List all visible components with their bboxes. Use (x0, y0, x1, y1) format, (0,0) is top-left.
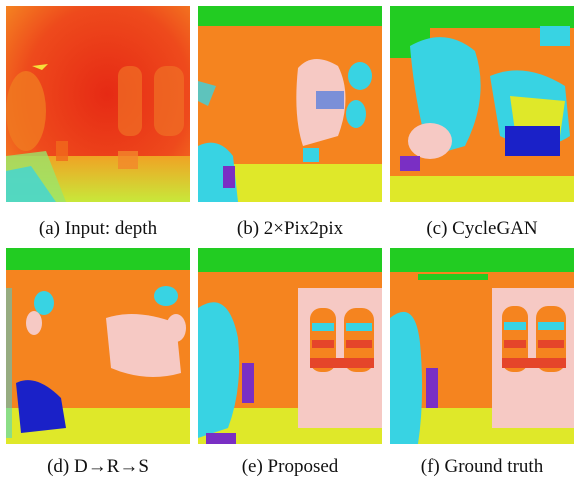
panel-f-ground-truth (390, 248, 574, 444)
panel-d-d-r-s (6, 248, 190, 444)
segmentation-image (6, 248, 190, 444)
segmentation-image (390, 248, 574, 444)
panel-c-cyclegan (390, 6, 574, 202)
segmentation-image (198, 248, 382, 444)
panel-e-proposed (198, 248, 382, 444)
panel-a-input-depth (6, 6, 190, 202)
depth-map-image (6, 6, 190, 202)
segmentation-image (198, 6, 382, 202)
segmentation-image (390, 6, 574, 202)
caption-e: (e) Proposed (241, 456, 339, 477)
caption-a: (a) Input: depth (38, 218, 158, 239)
caption-f: (f) Ground truth (420, 456, 544, 477)
caption-c: (c) CycleGAN (426, 218, 538, 239)
caption-d: (d) D→R→S (47, 456, 149, 477)
caption-b: (b) 2×Pix2pix (236, 218, 344, 239)
panel-b-pix2pix (198, 6, 382, 202)
